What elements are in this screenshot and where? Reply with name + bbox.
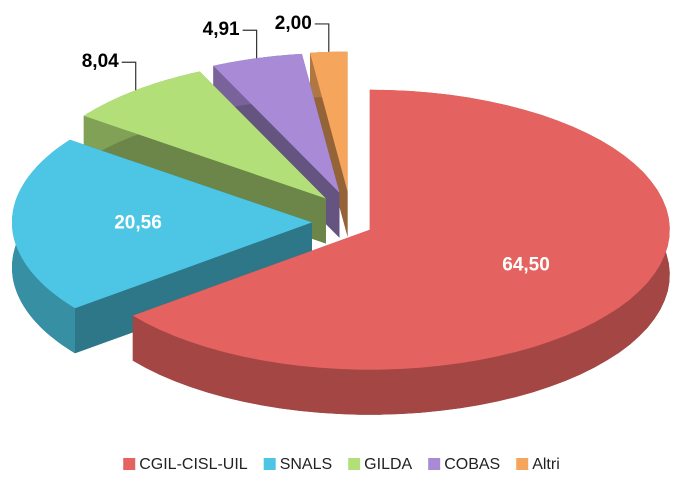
legend-swatch (123, 458, 136, 470)
leader-line (242, 29, 258, 59)
slice (12, 139, 313, 354)
legend-label: SNALS (280, 456, 332, 473)
data-label: 8,04 (82, 51, 119, 72)
slice (132, 89, 670, 415)
legend-swatch (263, 458, 276, 470)
data-label: 2,00 (275, 13, 312, 34)
legend-label: GILDA (364, 456, 412, 473)
slice-top (310, 51, 348, 192)
legend-label: COBAS (444, 456, 500, 473)
slice-top (12, 139, 312, 309)
legend-label: Altri (532, 456, 560, 473)
data-label: 20,56 (114, 213, 162, 234)
slice-side (132, 89, 670, 415)
leader-line (121, 61, 137, 91)
legend-label: CGIL-CISL-UIL (139, 456, 248, 473)
slice-top (132, 89, 670, 370)
legend-swatch (428, 458, 441, 470)
leader-line (314, 23, 330, 52)
legend-swatch (516, 458, 529, 470)
data-label: 4,91 (203, 19, 240, 40)
legend-swatch (348, 458, 361, 470)
slice-top (213, 53, 340, 193)
legend: CGIL-CISL-UIL SNALS GILDA COBAS Altri (123, 456, 560, 473)
slice-top (83, 71, 326, 199)
data-label: 64,50 (502, 254, 550, 275)
